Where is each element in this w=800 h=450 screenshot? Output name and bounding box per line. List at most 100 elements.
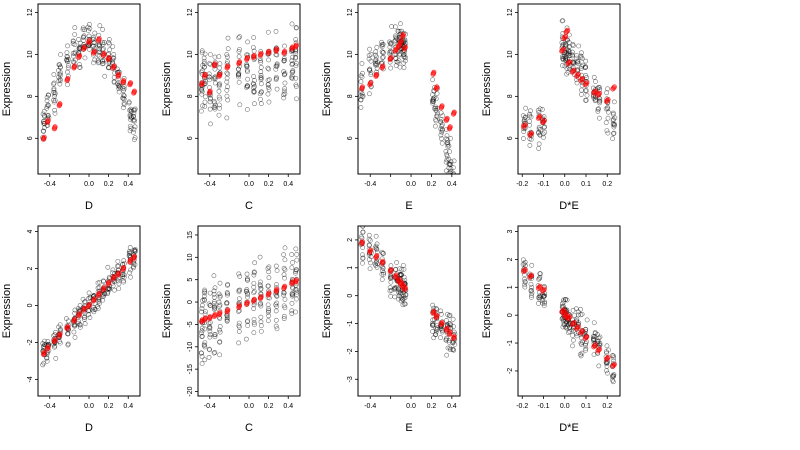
observed-point (244, 69, 250, 75)
observed-point (95, 280, 101, 286)
fitted-point (402, 285, 408, 291)
observed-point (274, 294, 280, 299)
observed-point (438, 132, 444, 138)
observed-point (293, 246, 299, 252)
observed-point (578, 53, 584, 59)
fitted-point (41, 134, 47, 140)
fitted-point (611, 84, 617, 90)
observed-point (199, 333, 205, 339)
observed-point (243, 288, 249, 294)
y-axis-label: Expression (321, 62, 333, 116)
observed-point (451, 171, 457, 174)
observed-point (252, 101, 257, 107)
observed-point (72, 32, 78, 37)
observed-point (447, 149, 452, 154)
observed-point (130, 129, 136, 135)
observed-point (201, 293, 207, 299)
fitted-point (597, 90, 603, 96)
observed-point (528, 288, 534, 294)
observed-point (379, 42, 385, 48)
observed-point (360, 70, 365, 76)
plot-frame (517, 225, 621, 397)
observed-point (40, 362, 46, 368)
observed-point (51, 80, 57, 86)
observed-point (578, 353, 584, 359)
observed-point (211, 104, 217, 110)
observed-point (236, 309, 241, 314)
observed-point (244, 319, 250, 325)
observed-point (258, 300, 264, 306)
x-tick-label: 0.4 (447, 403, 457, 410)
observed-point (559, 45, 565, 51)
observed-point (380, 54, 386, 60)
observed-point (434, 91, 440, 96)
observed-point (528, 137, 534, 143)
observed-point (289, 76, 295, 81)
observed-point (367, 46, 372, 52)
fitted-point (101, 285, 107, 291)
observed-point (51, 81, 56, 87)
observed-point (90, 37, 96, 42)
x-tick-label: -0.4 (204, 181, 216, 188)
observed-point (294, 252, 300, 257)
observed-point (211, 288, 217, 294)
y-tick-label: 10 (187, 253, 194, 261)
x-tick-label: 0.4 (123, 181, 133, 188)
fitted-point (592, 342, 598, 348)
observed-point (536, 146, 542, 151)
observed-point (265, 77, 271, 83)
observed-point (520, 262, 526, 267)
observed-point (199, 87, 205, 93)
y-tick-label: -15 (187, 364, 194, 374)
scatter-panel-5: -0.4 0.0 0.2 0.4 -4 -2 0 2 4 D Expression (1, 225, 141, 434)
observed-point (258, 101, 264, 107)
y-tick-label: 8 (347, 94, 354, 98)
observed-point (540, 300, 546, 306)
observed-point (605, 115, 611, 121)
observed-point (520, 257, 526, 263)
observed-point (212, 334, 218, 340)
observed-point (366, 232, 372, 238)
observed-point (523, 263, 528, 269)
observed-point (282, 297, 288, 302)
observed-point (121, 75, 127, 81)
observed-point (541, 303, 547, 309)
observed-point (121, 86, 127, 92)
y-tick-label: 8 (187, 94, 194, 98)
observed-point (446, 313, 452, 319)
y-tick-label: 0 (27, 303, 34, 307)
observed-point (91, 36, 96, 42)
observed-point (120, 278, 126, 284)
observed-point (258, 74, 264, 80)
observed-point (224, 54, 230, 60)
y-tick-label: 12 (187, 8, 194, 16)
observed-point (132, 247, 138, 252)
observed-point (392, 24, 398, 30)
points-layer (198, 21, 299, 127)
observed-point (289, 252, 295, 257)
observed-point (289, 265, 295, 271)
observed-point (244, 67, 250, 73)
observed-point (212, 76, 218, 82)
observed-point (583, 58, 589, 64)
observed-point (72, 335, 78, 340)
y-axis-label: Expression (161, 62, 173, 116)
observed-point (252, 300, 257, 306)
fitted-point (444, 115, 450, 121)
observed-point (446, 143, 452, 149)
observed-point (216, 315, 222, 320)
observed-point (451, 158, 457, 164)
observed-point (224, 313, 230, 319)
observed-point (121, 258, 127, 263)
observed-point (58, 70, 63, 76)
observed-point (401, 274, 407, 280)
observed-point (570, 43, 576, 49)
observed-point (258, 314, 264, 320)
observed-point (91, 39, 97, 45)
observed-point (379, 271, 385, 277)
observed-point (217, 65, 222, 71)
observed-point (100, 27, 106, 32)
observed-point (282, 245, 288, 251)
observed-point (44, 122, 50, 128)
observed-point (528, 114, 534, 120)
